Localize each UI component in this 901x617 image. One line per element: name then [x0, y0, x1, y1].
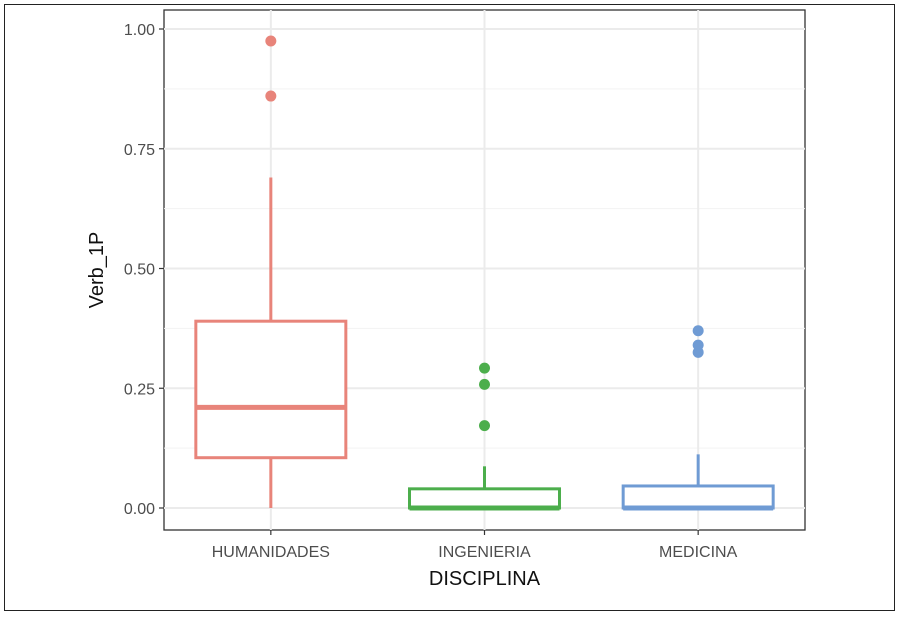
x-axis-title: DISCIPLINA — [429, 568, 541, 590]
x-tick-label: MEDICINA — [659, 544, 738, 561]
outlier-point — [479, 378, 490, 390]
box-body — [621, 484, 775, 510]
x-tick-label: INGENIERIA — [438, 544, 531, 561]
outlier-point — [265, 35, 277, 47]
box-ingenieria — [408, 362, 561, 511]
y-tick-label: 0.00 — [124, 501, 155, 518]
box-humanidades — [194, 35, 348, 508]
box-series — [194, 35, 775, 511]
axes: 0.00 0.25 0.50 0.75 1.00 HUMANIDADES INGENIERI… — [124, 22, 738, 561]
y-tick-label: 0.50 — [124, 262, 155, 279]
outlier-point — [692, 339, 704, 351]
x-tick-label: HUMANIDADES — [212, 544, 330, 561]
outlier-point — [265, 90, 277, 102]
y-axis-title: Verb_1P — [86, 232, 108, 309]
outlier-point — [479, 362, 490, 374]
box-medicina — [621, 325, 775, 511]
y-tick-label: 0.75 — [124, 142, 155, 159]
box-body — [408, 487, 561, 510]
outlier-point — [692, 325, 704, 337]
y-tick-label: 0.25 — [124, 381, 155, 398]
y-tick-label: 1.00 — [124, 22, 155, 39]
box-body — [194, 319, 348, 460]
outlier-point — [479, 420, 490, 432]
